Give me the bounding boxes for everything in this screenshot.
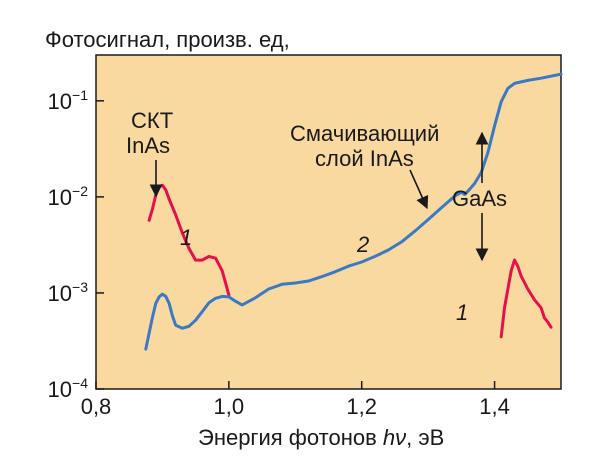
x-tick-label: 1,0 — [214, 394, 245, 419]
series-1-right-curve — [499, 258, 553, 339]
x-tick-label: 0,8 — [81, 394, 112, 419]
x-axis-label: Энергия фотонов hν, эВ — [198, 425, 444, 450]
annotation-skt-line2: InAs — [126, 133, 170, 158]
y-tick-label: 10−2 — [48, 183, 89, 210]
annotation-wetting-line2: слой InAs — [315, 146, 414, 171]
y-axis-label: Фотосигнал, произв. ед, — [45, 27, 290, 52]
x-axis-label-symbol: hν — [383, 425, 406, 450]
x-axis-label-prefix: Энергия фотонов — [198, 425, 383, 450]
annotation-gaas: GaAs — [452, 131, 507, 262]
series-label-1-right: 1 — [456, 300, 468, 325]
annotation-wetting-layer: Смачивающий слой InAs — [290, 121, 439, 210]
x-axis-label-suffix: , эВ — [406, 425, 444, 450]
annotation-wetting-arrow — [409, 169, 429, 210]
annotation-skt-inas: СКТ InAs — [126, 108, 173, 198]
x-axis-ticks: 0,8 1,0 1,2 1,4 — [81, 381, 510, 419]
y-tick-label: 10−1 — [48, 87, 89, 114]
annotation-wetting-line1: Смачивающий — [290, 121, 439, 146]
y-tick-label: 10−3 — [48, 279, 89, 306]
x-tick-label: 1,2 — [346, 394, 377, 419]
plot-area — [95, 54, 562, 390]
annotation-skt-line1: СКТ — [131, 108, 173, 133]
x-tick-label: 1,4 — [479, 394, 510, 419]
series-label-2: 2 — [356, 232, 369, 257]
series-label-1-left: 1 — [180, 225, 192, 250]
y-axis-ticks: 10−4 10−3 10−2 10−1 — [48, 87, 104, 402]
y-tick-label: 10−4 — [48, 375, 89, 402]
annotation-gaas-label: GaAs — [452, 186, 507, 211]
